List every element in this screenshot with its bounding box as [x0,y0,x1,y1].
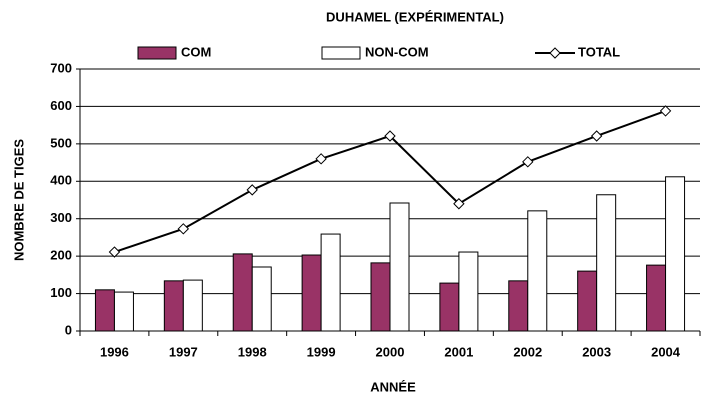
marker [108,246,121,258]
marker [453,198,465,210]
legend-label: TOTAL [578,44,620,59]
legend-label: NON-COM [365,44,429,59]
bar [458,251,479,332]
x-tick-label: 2003 [582,344,611,359]
y-tick-label: 700 [50,60,72,75]
marker [522,156,534,168]
x-tick-label: 1998 [238,344,267,359]
marker [590,130,603,142]
x-tick-label: 1996 [100,344,129,359]
chart-title: DUHAMEL (EXPÉRIMENTAL) [326,9,504,24]
bar [113,291,134,332]
bar [320,233,341,332]
y-tick-label: 200 [50,248,72,263]
bar [596,194,617,332]
bar [163,280,184,332]
y-tick-label: 600 [50,98,72,113]
bar [182,279,203,332]
y-tick-label: 500 [50,135,72,150]
bar [439,282,460,332]
bar [389,202,410,332]
bar [646,264,667,332]
y-tick-label: 400 [50,173,72,188]
bar [527,210,548,332]
bar [665,176,686,332]
marker [659,105,672,117]
bar [370,262,391,332]
marker [315,153,327,165]
x-tick-label: 2002 [513,344,542,359]
y-tick-label: 300 [50,210,72,225]
y-tick-label: 0 [65,322,72,337]
legend-swatch [321,46,361,60]
legend-label: COM [181,44,211,59]
x-tick-label: 1999 [307,344,336,359]
marker [246,184,258,196]
x-tick-label: 2001 [444,344,473,359]
marker [384,130,396,142]
legend-swatch [137,46,177,60]
x-tick-label: 2000 [376,344,405,359]
bar [577,270,598,332]
legend-marker [549,47,561,59]
bar [301,254,322,332]
x-axis-label: ANNÉE [370,379,416,394]
marker [177,223,190,235]
x-tick-label: 1997 [169,344,198,359]
x-tick-label: 2004 [651,344,681,359]
bar [251,266,272,332]
bar [508,280,529,332]
y-tick-label: 100 [50,285,72,300]
bar [94,289,115,332]
y-axis-label: NOMBRE DE TIGES [11,139,26,261]
bar [232,253,253,332]
